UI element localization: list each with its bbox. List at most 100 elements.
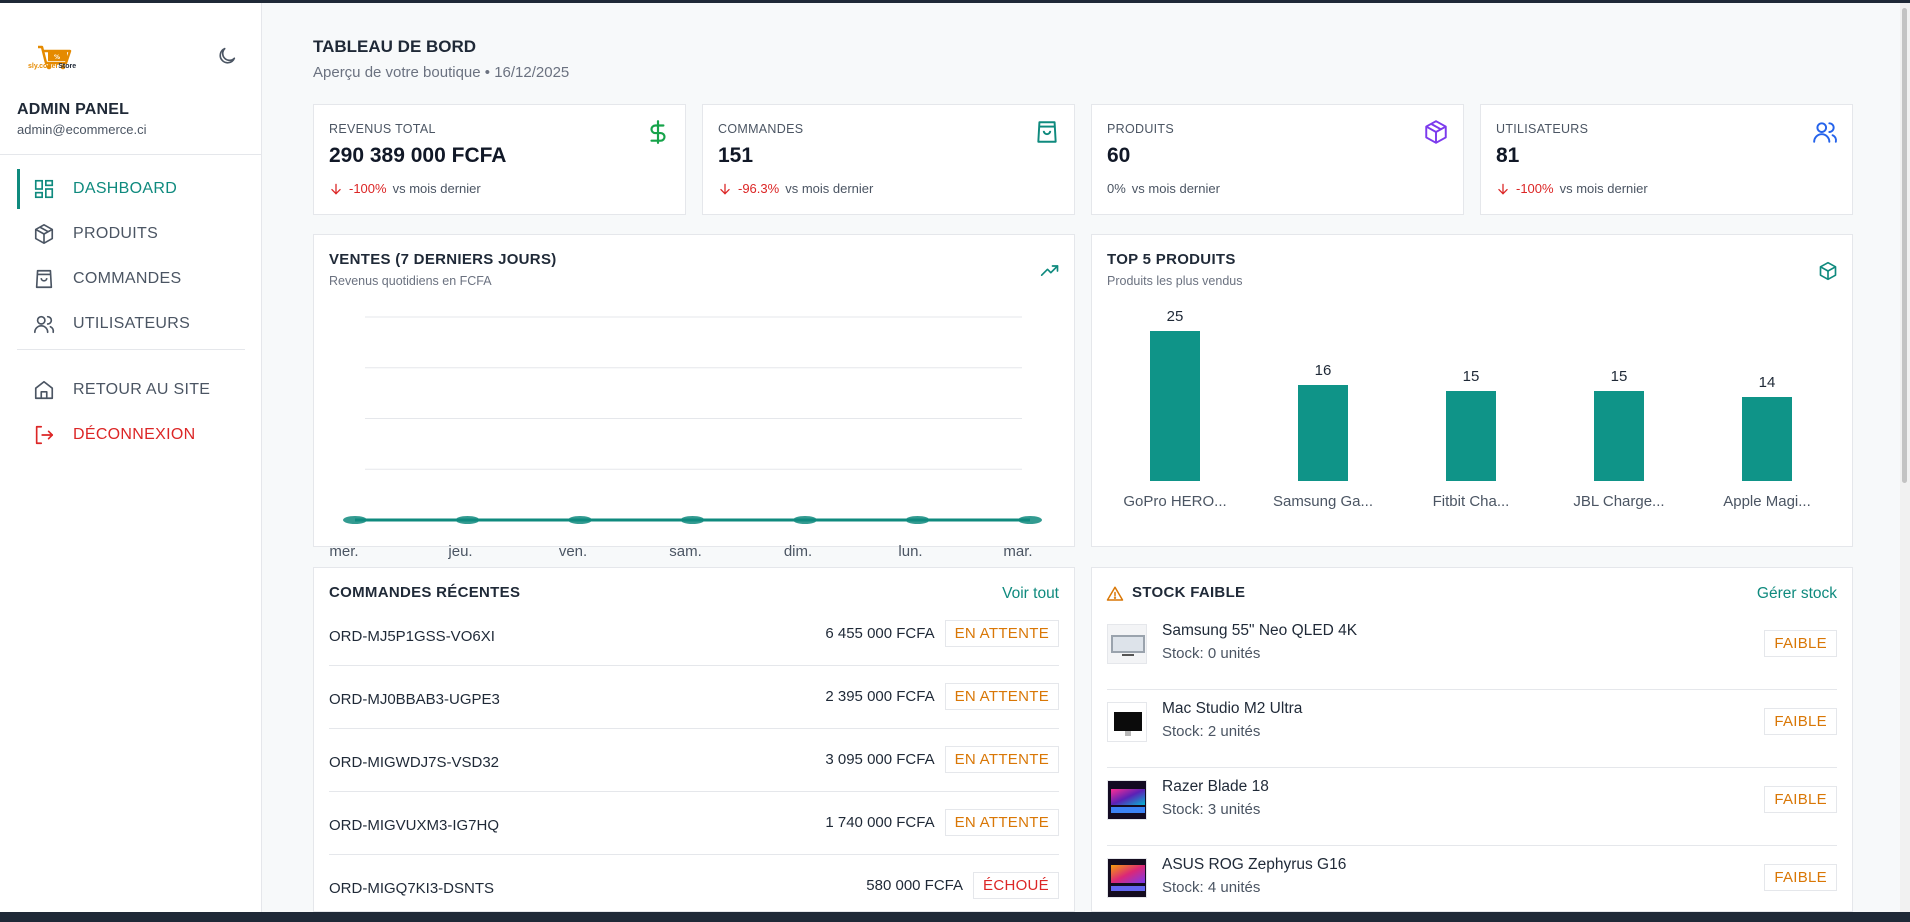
- box-icon: [1819, 261, 1837, 281]
- order-amount: 3 095 000 FCFA: [825, 751, 935, 768]
- trend-value: -96.3%: [738, 181, 780, 196]
- page-subtitle: Aperçu de votre boutique • 16/12/2025: [313, 64, 570, 81]
- nav-label: DÉCONNEXION: [73, 426, 196, 443]
- order-id: ORD-MIGVUXM3-IG7HQ: [329, 817, 500, 834]
- stat-card-commandes: COMMANDES 151 -96.3% vs mois dernier: [702, 104, 1075, 215]
- stat-label: UTILISATEURS: [1496, 122, 1589, 136]
- card-subtitle: Produits les plus vendus: [1107, 274, 1243, 288]
- order-row[interactable]: ORD-MJ5P1GSS-VO6XI 6 455 000 FCFA EN ATT…: [329, 610, 1059, 666]
- order-id: ORD-MIGQ7KI3-DSNTS: [329, 880, 495, 897]
- order-row[interactable]: ORD-MIGQ7KI3-DSNTS 580 000 FCFA ÉCHOUÉ: [329, 862, 1059, 911]
- logout-icon: [35, 425, 54, 445]
- order-row[interactable]: ORD-MIGVUXM3-IG7HQ 1 740 000 FCFA EN ATT…: [329, 799, 1059, 855]
- sales-chart-card: VENTES (7 DERNIERS JOURS) Revenus quotid…: [313, 234, 1075, 547]
- order-id: ORD-MJ5P1GSS-VO6XI: [329, 628, 495, 645]
- card-subtitle: Revenus quotidiens en FCFA: [329, 274, 492, 288]
- stock-row[interactable]: Razer Blade 18 Stock: 3 unités FAIBLE: [1107, 768, 1837, 846]
- arrow-down-icon: [720, 183, 730, 195]
- trend-suffix: vs mois dernier: [392, 181, 481, 196]
- users-icon: [34, 315, 55, 334]
- stat-trend: -100% vs mois dernier: [1496, 181, 1648, 196]
- trend-suffix: vs mois dernier: [1559, 181, 1648, 196]
- nav-label: DASHBOARD: [73, 180, 178, 197]
- stat-trend: 0% vs mois dernier: [1107, 181, 1220, 196]
- logo-text: sly.coderStore: [28, 63, 77, 70]
- dollar-icon: [650, 120, 666, 144]
- stat-label: PRODUITS: [1107, 122, 1174, 136]
- order-status-badge: EN ATTENTE: [944, 809, 1059, 836]
- low-stock-badge: FAIBLE: [1764, 708, 1837, 735]
- scrollbar-thumb[interactable]: [1902, 8, 1907, 483]
- manage-stock-link[interactable]: Gérer stock: [1756, 585, 1837, 602]
- nav-utilisateurs[interactable]: UTILISATEURS: [17, 304, 245, 344]
- product-name: Mac Studio M2 Ultra: [1162, 700, 1303, 717]
- card-title: TOP 5 PRODUITS: [1107, 251, 1236, 268]
- view-all-orders-link[interactable]: Voir tout: [1002, 585, 1059, 602]
- product-name: Razer Blade 18: [1162, 778, 1269, 795]
- stock-row[interactable]: Samsung 55" Neo QLED 4K Stock: 0 unités …: [1107, 612, 1837, 690]
- admin-title: ADMIN PANEL: [17, 101, 130, 118]
- order-id: ORD-MIGWDJ7S-VSD32: [329, 754, 500, 771]
- stat-label: REVENUS TOTAL: [329, 122, 436, 136]
- stat-trend: -96.3% vs mois dernier: [718, 181, 873, 196]
- nav-label: COMMANDES: [73, 270, 182, 287]
- order-amount: 1 740 000 FCFA: [825, 814, 935, 831]
- warning-icon: [1106, 586, 1124, 601]
- order-status-badge: EN ATTENTE: [944, 683, 1059, 710]
- product-thumbnail: [1107, 858, 1147, 898]
- card-title: COMMANDES RÉCENTES: [329, 584, 521, 601]
- product-thumbnail: [1107, 780, 1147, 820]
- order-status-badge: ÉCHOUÉ: [973, 872, 1059, 899]
- order-amount: 580 000 FCFA: [866, 877, 964, 894]
- low-stock-card: STOCK FAIBLE Gérer stock Samsung 55" Neo…: [1091, 567, 1853, 912]
- nav-label: RETOUR AU SITE: [73, 381, 211, 398]
- store-logo-icon[interactable]: %: [26, 41, 82, 75]
- top-border: [0, 0, 1910, 3]
- order-amount: 6 455 000 FCFA: [825, 625, 935, 642]
- stat-value: 60: [1107, 144, 1131, 167]
- shopping-bag-icon: [35, 269, 53, 289]
- nav-produits[interactable]: PRODUITS: [17, 214, 245, 254]
- stat-value: 81: [1496, 144, 1520, 167]
- dashboard-icon: [34, 179, 54, 199]
- trend-suffix: vs mois dernier: [785, 181, 874, 196]
- stock-row[interactable]: Mac Studio M2 Ultra Stock: 2 unités FAIB…: [1107, 690, 1837, 768]
- product-stock: Stock: 2 unités: [1162, 723, 1261, 740]
- stock-row[interactable]: ASUS ROG Zephyrus G16 Stock: 4 unités FA…: [1107, 846, 1837, 911]
- trend-value: 0%: [1107, 181, 1126, 196]
- dark-mode-toggle-icon[interactable]: [216, 45, 238, 67]
- low-stock-badge: FAIBLE: [1764, 786, 1837, 813]
- product-thumbnail: [1107, 702, 1147, 742]
- card-title: VENTES (7 DERNIERS JOURS): [329, 251, 557, 268]
- nav-label: UTILISATEURS: [73, 315, 191, 332]
- product-thumbnail: [1107, 624, 1147, 664]
- stat-value: 151: [718, 144, 754, 167]
- nav-retour-site[interactable]: RETOUR AU SITE: [17, 370, 245, 410]
- order-row[interactable]: ORD-MIGWDJ7S-VSD32 3 095 000 FCFA EN ATT…: [329, 736, 1059, 792]
- admin-email: admin@ecommerce.ci: [17, 122, 147, 137]
- trend-value: -100%: [1516, 181, 1554, 196]
- divider: [0, 154, 262, 155]
- bottom-bar: [0, 912, 1910, 922]
- top-products-card: TOP 5 PRODUITS Produits les plus vendus: [1091, 234, 1853, 547]
- recent-orders-card: COMMANDES RÉCENTES Voir tout ORD-MJ5P1GS…: [313, 567, 1075, 912]
- nav-deconnexion[interactable]: DÉCONNEXION: [17, 415, 245, 455]
- arrow-down-icon: [331, 183, 341, 195]
- trend-value: -100%: [349, 181, 387, 196]
- stat-value: 290 389 000 FCFA: [329, 144, 507, 167]
- stat-card-produits: PRODUITS 60 0% vs mois dernier: [1091, 104, 1464, 215]
- product-stock: Stock: 4 unités: [1162, 879, 1261, 896]
- arrow-down-icon: [1498, 183, 1508, 195]
- box-icon: [1425, 120, 1447, 144]
- page-title: TABLEAU DE BORD: [313, 37, 477, 56]
- nav-commandes[interactable]: COMMANDES: [17, 259, 245, 299]
- order-row[interactable]: ORD-MJ0BBAB3-UGPE3 2 395 000 FCFA EN ATT…: [329, 673, 1059, 729]
- nav-dashboard[interactable]: DASHBOARD: [17, 169, 245, 209]
- product-name: Samsung 55" Neo QLED 4K: [1162, 622, 1358, 639]
- low-stock-badge: FAIBLE: [1764, 630, 1837, 657]
- home-icon: [34, 380, 54, 400]
- product-name: ASUS ROG Zephyrus G16: [1162, 856, 1347, 873]
- order-status-badge: EN ATTENTE: [944, 746, 1059, 773]
- box-icon: [34, 224, 54, 244]
- product-stock: Stock: 3 unités: [1162, 801, 1261, 818]
